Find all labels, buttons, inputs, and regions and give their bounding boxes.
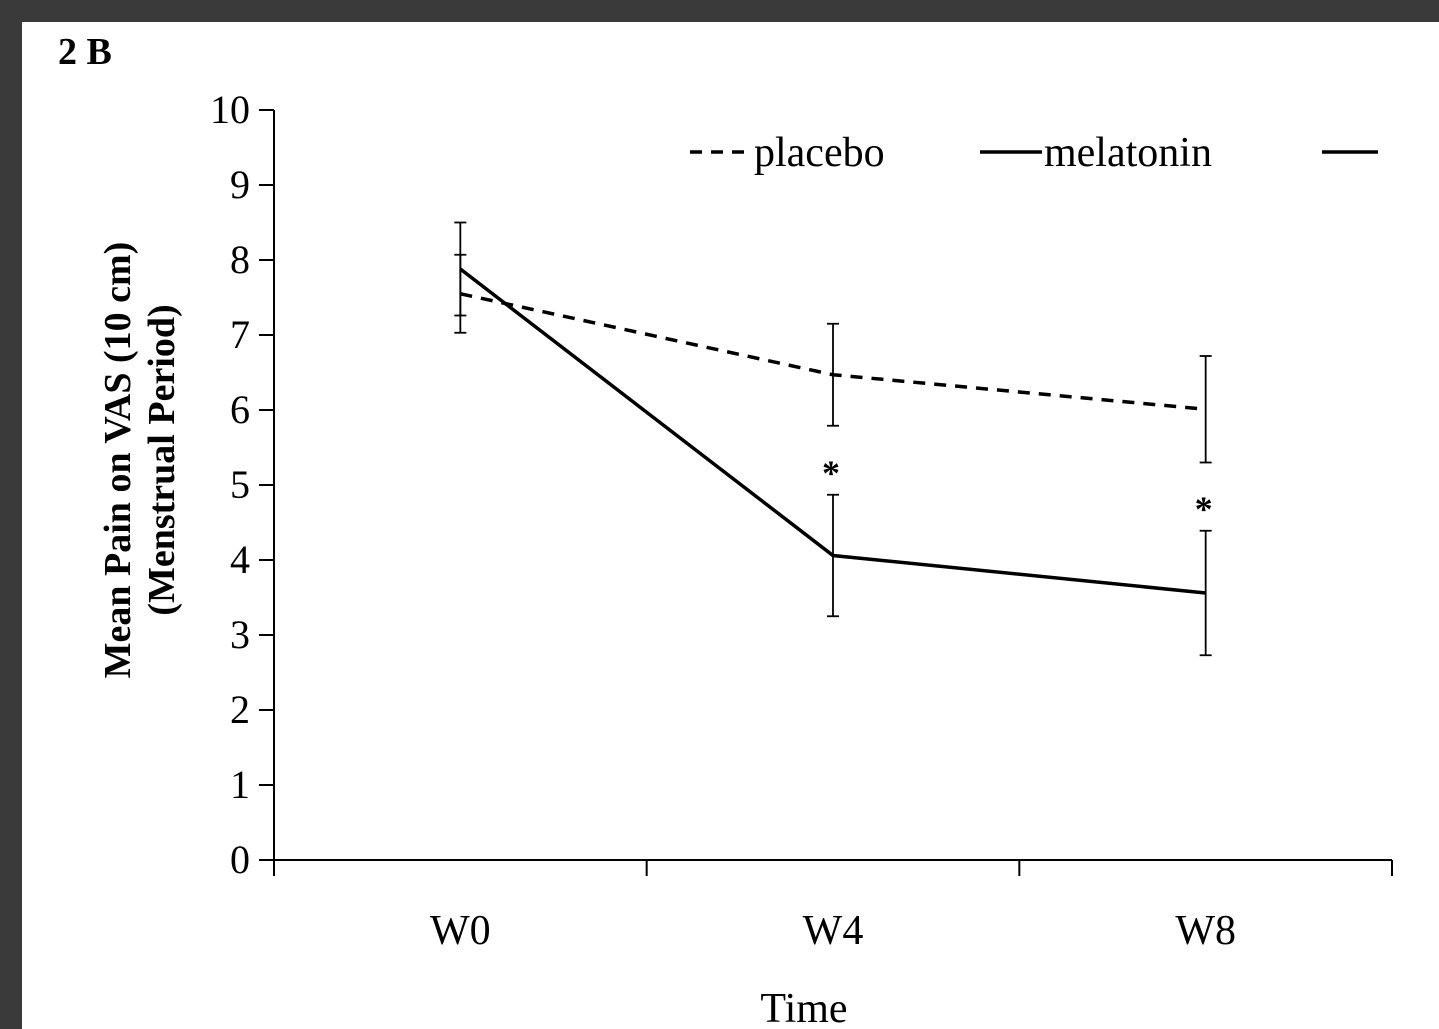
y-tick-label: 7 (230, 312, 250, 357)
significance-marker: * (1195, 489, 1213, 529)
y-axis-title: Mean Pain on VAS (10 cm) (Menstrual Peri… (97, 242, 183, 679)
y-tick-label: 3 (230, 612, 250, 657)
y-axis-title-line2: (Menstrual Period) (141, 304, 183, 615)
legend-label-melatonin: melatonin (1044, 130, 1212, 176)
y-tick-label: 1 (230, 762, 250, 807)
legend-label-placebo: placebo (754, 130, 885, 176)
y-tick-label: 8 (230, 237, 250, 282)
x-tick-label: W4 (803, 908, 864, 954)
series-melatonin (454, 221, 1212, 657)
y-axis: 0 1 2 3 4 5 6 7 8 9 10 (210, 87, 275, 882)
y-tick-label: 2 (230, 687, 250, 732)
y-tick-label: 10 (210, 87, 250, 132)
y-tick-label: 6 (230, 387, 250, 432)
x-tick-label: W0 (430, 908, 491, 954)
y-axis-title-line1: Mean Pain on VAS (10 cm) (97, 242, 139, 679)
y-tick-label: 9 (230, 162, 250, 207)
legend: placebo melatonin (690, 130, 1378, 176)
series-layer (454, 221, 1212, 657)
x-axis-title: Time (760, 986, 847, 1029)
line-chart: 2 B Mean Pain on VAS (10 cm) (Menstrual … (58, 31, 1393, 1029)
y-tick-label: 0 (230, 837, 250, 882)
significance-marker: * (822, 453, 840, 493)
y-tick-label: 5 (230, 462, 250, 507)
series-placebo (454, 253, 1212, 464)
figure-panel: 2 B Mean Pain on VAS (10 cm) (Menstrual … (22, 22, 1439, 1029)
y-tick-label: 4 (230, 537, 250, 582)
panel-label: 2 B (58, 31, 112, 73)
x-axis: W0 W4 W8 (273, 859, 1393, 954)
x-tick-label: W8 (1175, 908, 1236, 954)
significance-layer: ** (822, 453, 1213, 529)
